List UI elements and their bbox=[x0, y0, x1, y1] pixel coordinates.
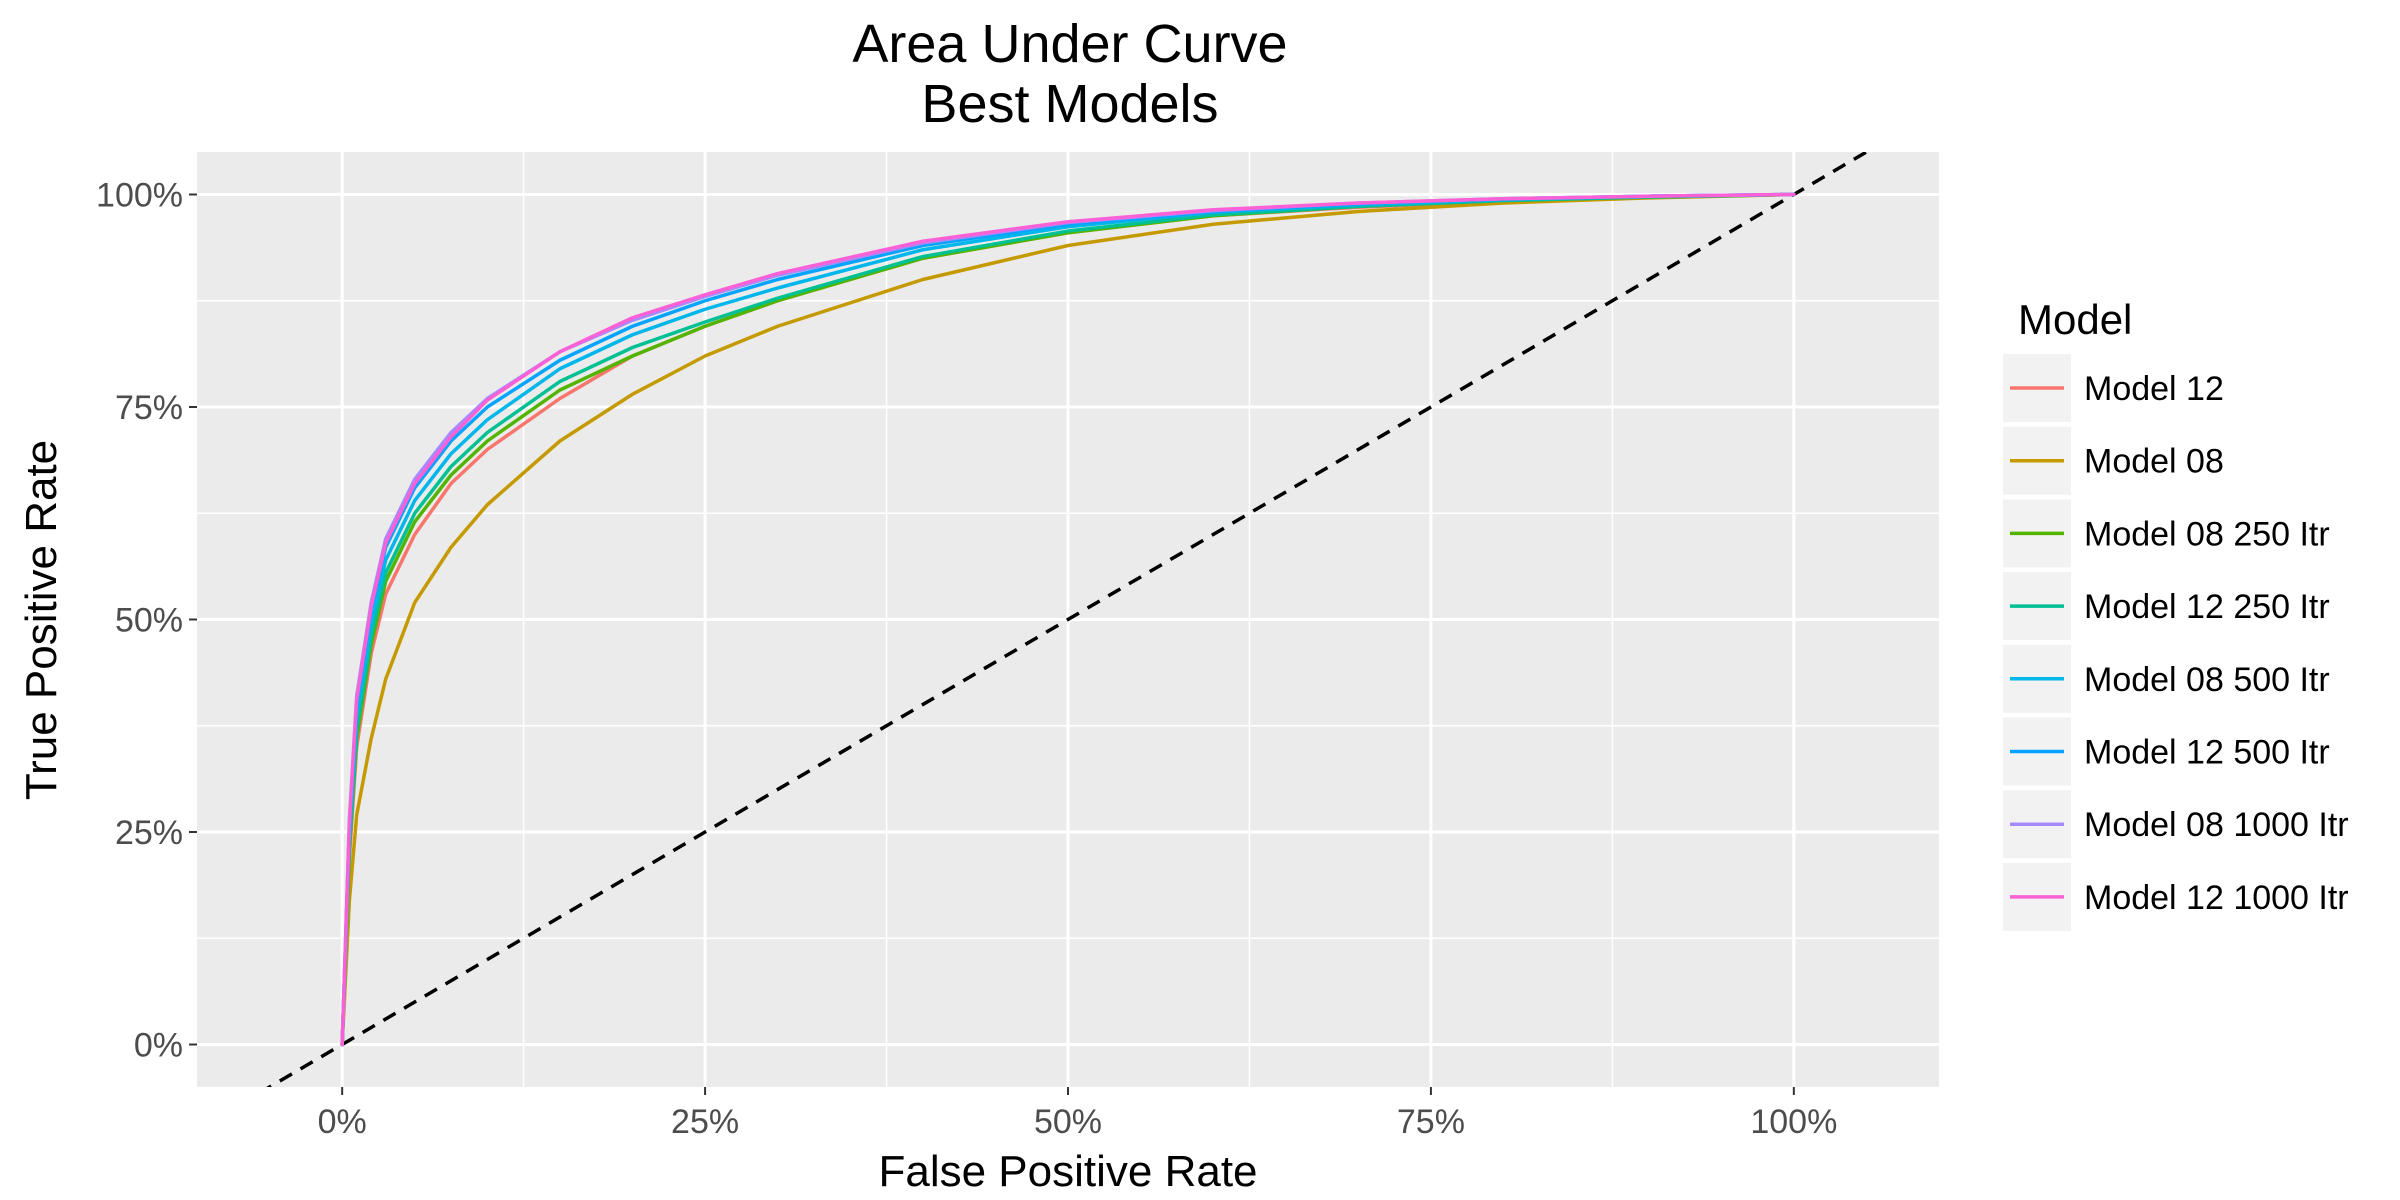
series-line-8 bbox=[340, 192, 1796, 1047]
diagonal-reference-line bbox=[266, 152, 1870, 1087]
legend-label: Model 12 1000 Itr bbox=[2084, 879, 2349, 917]
x-tick-label: 50% bbox=[1034, 1103, 1102, 1141]
legend-label: Model 12 bbox=[2084, 370, 2224, 408]
y-axis-title: True Positive Rate bbox=[17, 440, 66, 800]
y-tick-label: 25% bbox=[115, 814, 183, 852]
legend-label: Model 08 250 Itr bbox=[2084, 515, 2330, 553]
x-tick-label: 0% bbox=[318, 1103, 367, 1141]
legend-label: Model 12 500 Itr bbox=[2084, 734, 2330, 772]
x-axis-ticks: 0% 25% 50% 75% 100% bbox=[318, 1087, 1837, 1141]
legend-label: Model 08 500 Itr bbox=[2084, 661, 2330, 699]
y-tick-label: 50% bbox=[115, 602, 183, 640]
x-tick-label: 25% bbox=[671, 1103, 739, 1141]
y-axis-ticks: 0% 25% 50% 75% 100% bbox=[96, 177, 197, 1065]
legend-label: Model 08 1000 Itr bbox=[2084, 806, 2349, 844]
series-line-2 bbox=[340, 192, 1796, 1047]
y-tick-label: 75% bbox=[115, 389, 183, 427]
x-axis-title: False Positive Rate bbox=[878, 1147, 1257, 1196]
legend-items: Model 12 Model 08 Model 08 250 Itr Model 12… bbox=[2003, 354, 2349, 931]
chart-title: Area Under Curve bbox=[852, 14, 1287, 74]
chart-subtitle: Best Models bbox=[921, 74, 1218, 134]
legend-label: Model 08 bbox=[2084, 443, 2224, 481]
y-tick-label: 0% bbox=[134, 1027, 183, 1065]
series-lines bbox=[340, 192, 1796, 1047]
y-tick-label: 100% bbox=[96, 177, 183, 215]
legend-label: Model 12 250 Itr bbox=[2084, 588, 2330, 626]
legend-title: Model bbox=[2018, 296, 2132, 343]
x-tick-label: 100% bbox=[1750, 1103, 1837, 1141]
x-tick-label: 75% bbox=[1397, 1103, 1465, 1141]
